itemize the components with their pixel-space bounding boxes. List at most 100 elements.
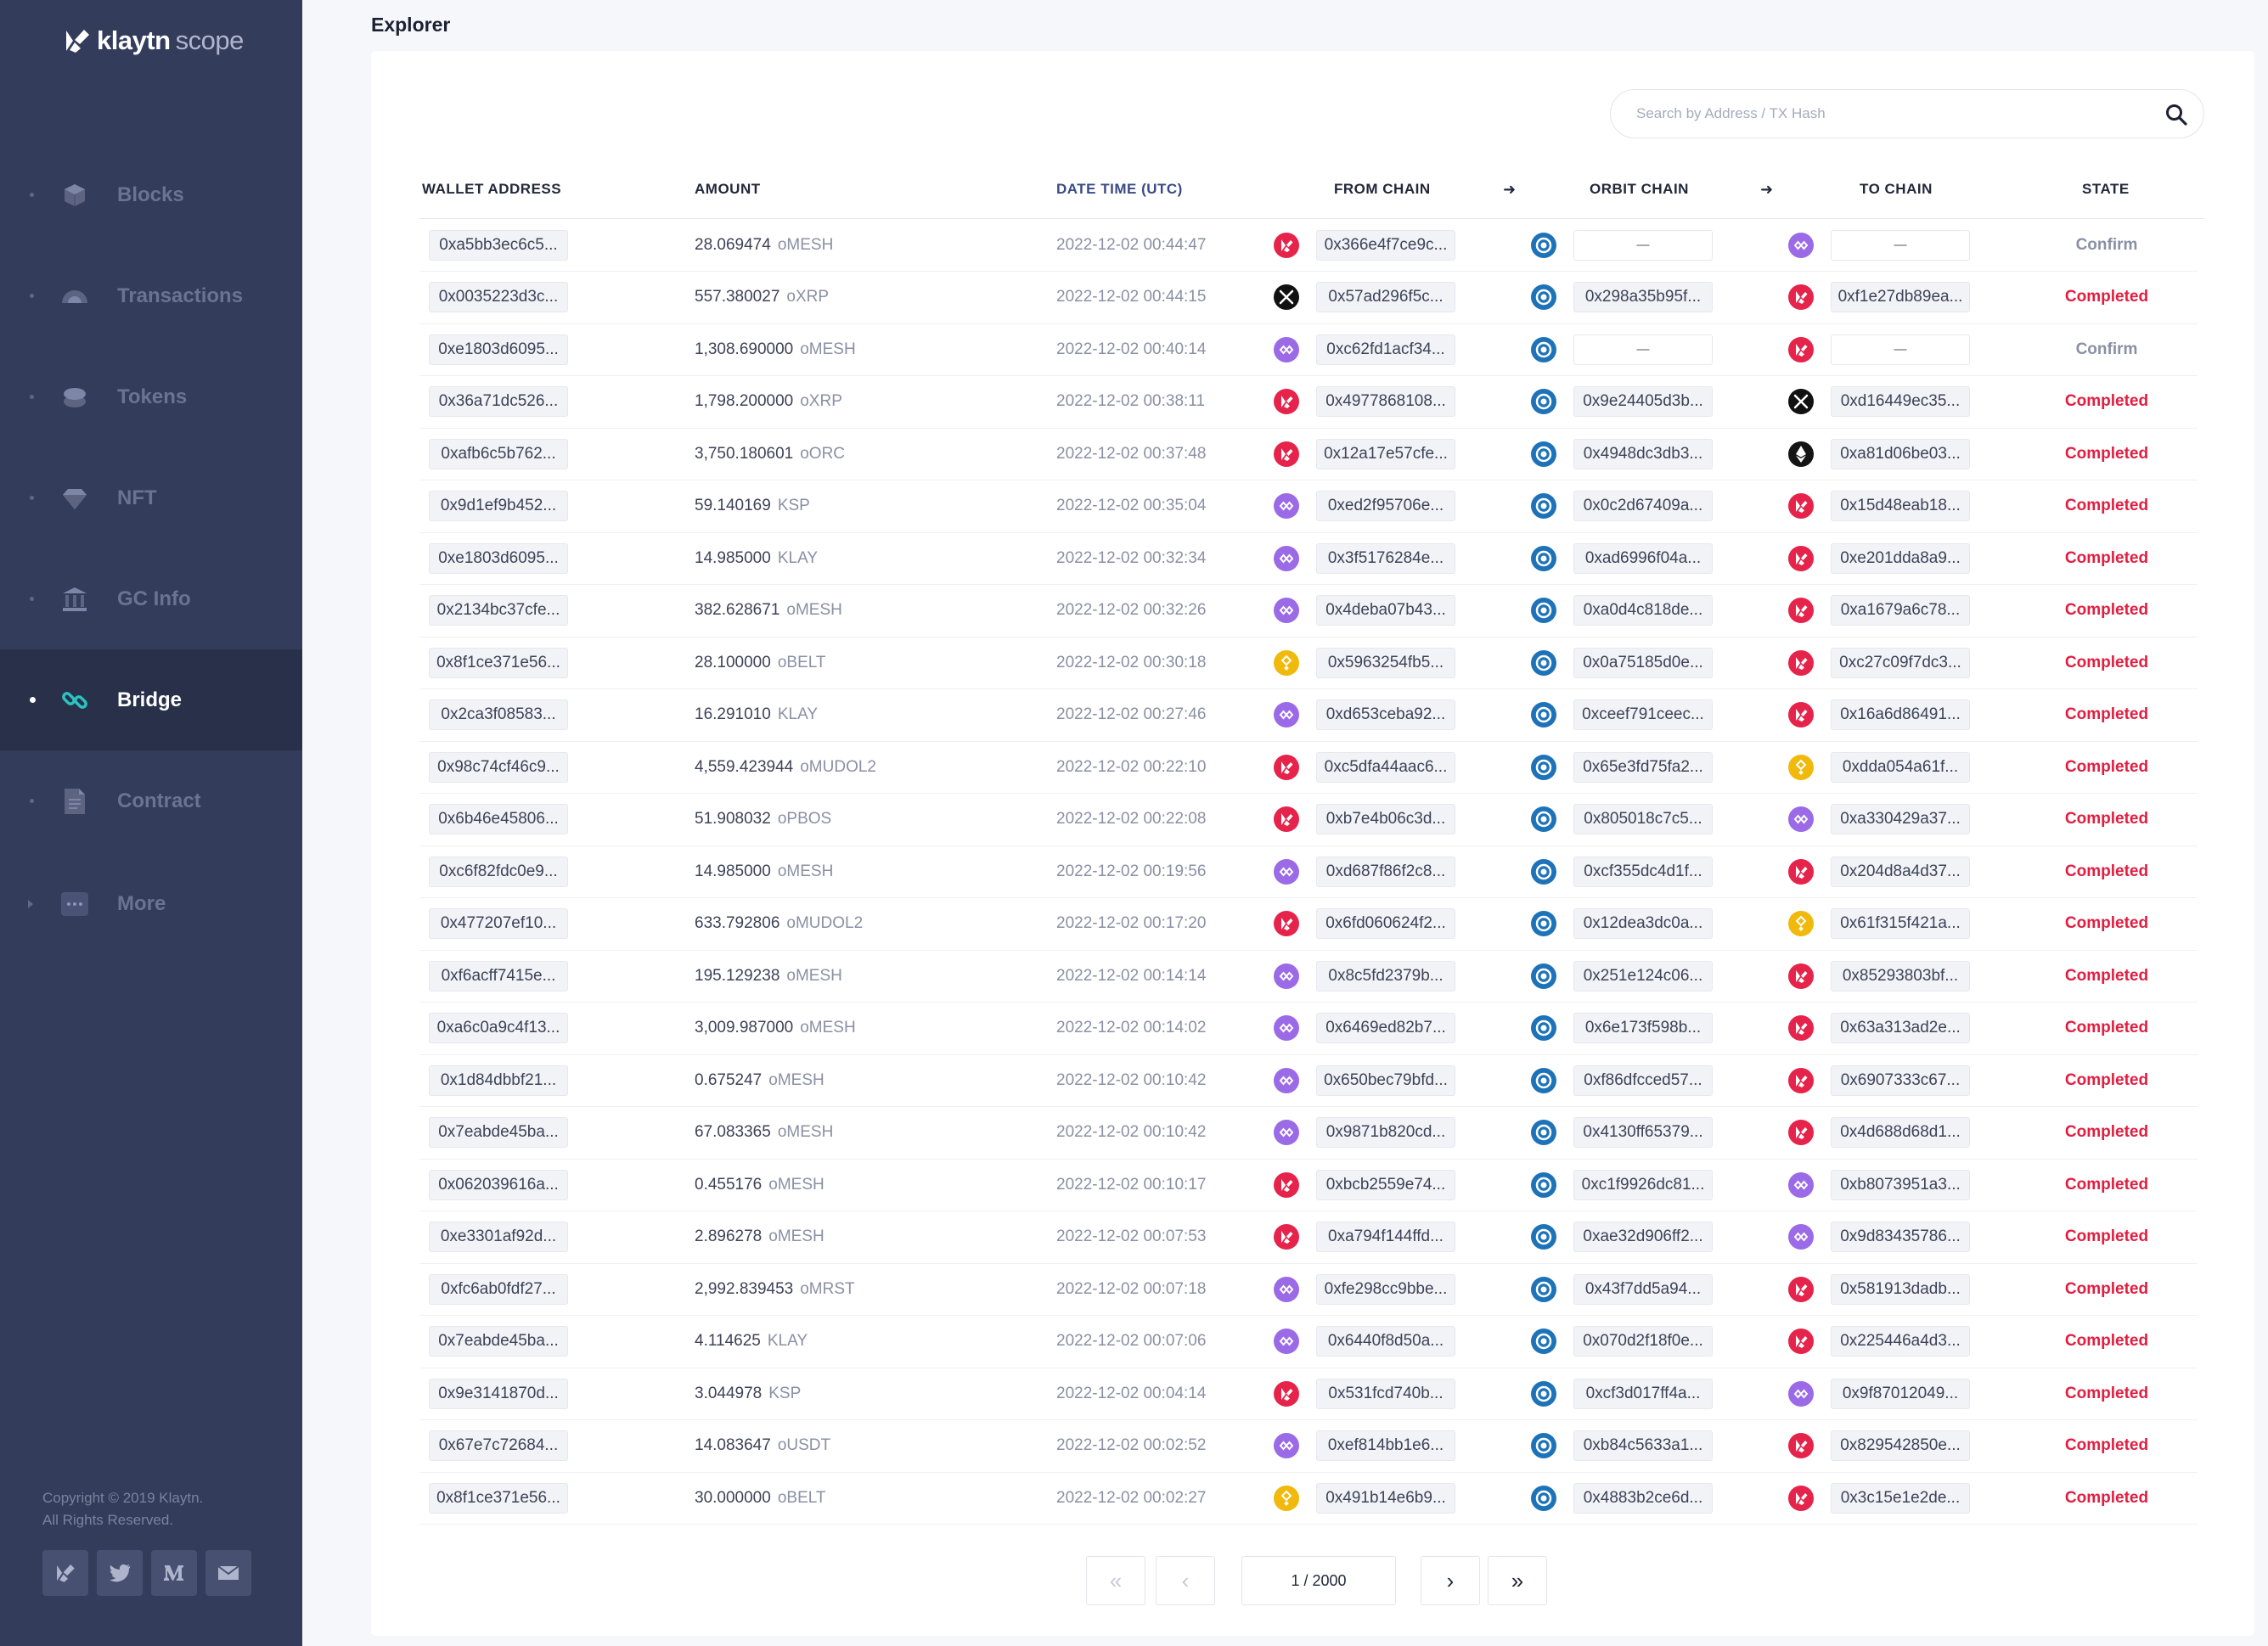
orbit-hash[interactable]: 0xad6996f04a... <box>1573 542 1713 574</box>
wallet-hash[interactable]: 0x8f1ce371e56... <box>429 1482 568 1514</box>
sidebar-item-tokens[interactable]: Tokens <box>0 346 302 447</box>
token-symbol[interactable]: oXRP <box>800 392 842 410</box>
sidebar-item-blocks[interactable]: Blocks <box>0 144 302 245</box>
sidebar-item-bridge[interactable]: Bridge <box>0 649 302 750</box>
orbit-hash[interactable]: 0xf86dfcced57... <box>1573 1065 1713 1096</box>
sidebar-item-gc-info[interactable]: GC Info <box>0 548 302 649</box>
from-hash[interactable]: 0x650bec79bfd... <box>1316 1065 1455 1096</box>
orbit-hash[interactable]: 0xcf3d017ff4a... <box>1573 1378 1713 1409</box>
token-symbol[interactable]: oMESH <box>768 1175 824 1194</box>
search-icon[interactable] <box>2164 103 2188 126</box>
to-hash[interactable]: 0x204d8a4d37... <box>1831 856 1970 887</box>
from-hash[interactable]: 0x8c5fd2379b... <box>1316 960 1455 992</box>
header-date-time[interactable]: DATE TIME (UTC) <box>1056 181 1183 197</box>
to-hash[interactable]: 0x15d48eab18... <box>1831 491 1970 521</box>
wallet-hash[interactable]: 0xa5bb3ec6c5... <box>429 229 568 261</box>
orbit-hash[interactable]: 0x43f7dd5a94... <box>1573 1273 1713 1305</box>
from-hash[interactable]: 0xef814bb1e6... <box>1316 1430 1455 1461</box>
wallet-hash[interactable]: 0xc6f82fdc0e9... <box>429 856 568 887</box>
to-hash[interactable]: 0xe201dda8a9... <box>1831 542 1970 574</box>
orbit-hash[interactable]: 0x4948dc3db3... <box>1573 438 1713 469</box>
wallet-hash[interactable]: 0x8f1ce371e56... <box>429 647 568 678</box>
from-hash[interactable]: 0x3f5176284e... <box>1316 542 1455 574</box>
orbit-hash[interactable]: 0xcf355dc4d1f... <box>1573 856 1713 887</box>
wallet-hash[interactable]: 0x0035223d3c... <box>429 282 568 312</box>
to-hash[interactable]: 0xb8073951a3... <box>1831 1169 1970 1200</box>
from-hash[interactable]: 0x6440f8d50a... <box>1316 1326 1455 1357</box>
first-page-button[interactable]: « <box>1086 1556 1145 1605</box>
orbit-hash[interactable]: 0x4130ff65379... <box>1573 1117 1713 1148</box>
token-symbol[interactable]: KLAY <box>767 1332 808 1350</box>
wallet-hash[interactable]: 0xf6acff7415e... <box>429 960 568 992</box>
from-hash[interactable]: 0x531fcd740b... <box>1316 1378 1455 1409</box>
to-hash[interactable]: — <box>1831 229 1970 261</box>
from-hash[interactable]: 0xbcb2559e74... <box>1316 1169 1455 1200</box>
from-hash[interactable]: 0x4deba07b43... <box>1316 595 1455 626</box>
orbit-hash[interactable]: 0x0c2d67409a... <box>1573 491 1713 521</box>
orbit-hash[interactable]: 0xc1f9926dc81... <box>1573 1169 1713 1200</box>
wallet-hash[interactable]: 0x98c74cf46c9... <box>429 751 568 783</box>
from-hash[interactable]: 0xc5dfa44aac6... <box>1316 751 1455 783</box>
from-hash[interactable]: 0xa794f144ffd... <box>1316 1222 1455 1252</box>
from-hash[interactable]: 0xed2f95706e... <box>1316 491 1455 521</box>
orbit-hash[interactable]: 0x298a35b95f... <box>1573 282 1713 312</box>
to-hash[interactable]: 0x829542850e... <box>1831 1430 1970 1461</box>
wallet-hash[interactable]: 0xe1803d6095... <box>429 542 568 574</box>
wallet-hash[interactable]: 0x7eabde45ba... <box>429 1326 568 1357</box>
wallet-hash[interactable]: 0x9d1ef9b452... <box>429 491 568 521</box>
to-hash[interactable]: 0x581913dadb... <box>1831 1273 1970 1305</box>
wallet-hash[interactable]: 0xa6c0a9c4f13... <box>429 1013 568 1043</box>
sidebar-item-contract[interactable]: Contract <box>0 750 302 851</box>
orbit-hash[interactable]: — <box>1573 334 1713 365</box>
token-symbol[interactable]: oUSDT <box>777 1436 831 1454</box>
to-hash[interactable]: 0x6907333c67... <box>1831 1065 1970 1096</box>
wallet-hash[interactable]: 0xfc6ab0fdf27... <box>429 1273 568 1305</box>
sidebar-item-nft[interactable]: NFT <box>0 447 302 548</box>
to-hash[interactable]: 0xa81d06be03... <box>1831 438 1970 469</box>
to-hash[interactable]: 0x3c15e1e2de... <box>1831 1482 1970 1514</box>
from-hash[interactable]: 0xb7e4b06c3d... <box>1316 804 1455 834</box>
token-symbol[interactable]: oBELT <box>777 1488 826 1507</box>
from-hash[interactable]: 0x4977868108... <box>1316 386 1455 417</box>
prev-page-button[interactable]: ‹ <box>1156 1556 1215 1605</box>
wallet-hash[interactable]: 0x2ca3f08583... <box>429 699 568 730</box>
token-symbol[interactable]: oMESH <box>786 601 842 619</box>
to-hash[interactable]: 0x61f315f421a... <box>1831 908 1970 939</box>
token-symbol[interactable]: oMRST <box>800 1279 855 1298</box>
to-hash[interactable]: 0x63a313ad2e... <box>1831 1013 1970 1043</box>
token-symbol[interactable]: KLAY <box>777 548 819 567</box>
orbit-hash[interactable]: 0x12dea3dc0a... <box>1573 908 1713 939</box>
twitter-social-button[interactable] <box>97 1550 143 1596</box>
token-symbol[interactable]: oPBOS <box>777 810 832 828</box>
token-symbol[interactable]: oORC <box>800 444 846 463</box>
token-symbol[interactable]: oMESH <box>800 1019 856 1036</box>
from-hash[interactable]: 0xd687f86f2c8... <box>1316 856 1455 887</box>
wallet-hash[interactable]: 0x2134bc37cfe... <box>429 595 568 626</box>
token-symbol[interactable]: oXRP <box>786 288 830 306</box>
orbit-hash[interactable]: 0xceef791ceec... <box>1573 699 1713 730</box>
to-hash[interactable]: 0xdda054a61f... <box>1831 751 1970 783</box>
orbit-hash[interactable]: 0xa0d4c818de... <box>1573 595 1713 626</box>
token-symbol[interactable]: oMESH <box>768 1070 824 1089</box>
to-hash[interactable]: 0x85293803bf... <box>1831 960 1970 992</box>
wallet-hash[interactable]: 0x062039616a... <box>429 1169 568 1200</box>
token-symbol[interactable]: oMESH <box>777 1123 834 1141</box>
klaytnscope-logo[interactable]: klaytn scope <box>63 24 244 58</box>
last-page-button[interactable]: » <box>1488 1556 1547 1605</box>
token-symbol[interactable]: KSP <box>777 497 810 514</box>
orbit-hash[interactable]: 0x0a75185d0e... <box>1573 647 1713 678</box>
wallet-hash[interactable]: 0xafb6c5b762... <box>429 438 568 469</box>
wallet-hash[interactable]: 0x9e3141870d... <box>429 1378 568 1409</box>
token-symbol[interactable]: oBELT <box>777 653 826 671</box>
to-hash[interactable]: 0xd16449ec35... <box>1831 386 1970 417</box>
token-symbol[interactable]: oMESH <box>777 862 834 880</box>
from-hash[interactable]: 0x366e4f7ce9c... <box>1316 229 1455 261</box>
wallet-hash[interactable]: 0x67e7c72684... <box>429 1430 568 1461</box>
to-hash[interactable]: 0x9f87012049... <box>1831 1378 1970 1409</box>
from-hash[interactable]: 0xfe298cc9bbe... <box>1316 1273 1455 1305</box>
token-symbol[interactable]: oMUDOL2 <box>800 757 876 776</box>
orbit-hash[interactable]: 0x65e3fd75fa2... <box>1573 751 1713 783</box>
mail-social-button[interactable] <box>205 1550 251 1596</box>
to-hash[interactable]: 0x9d83435786... <box>1831 1222 1970 1252</box>
from-hash[interactable]: 0xc62fd1acf34... <box>1316 334 1455 365</box>
